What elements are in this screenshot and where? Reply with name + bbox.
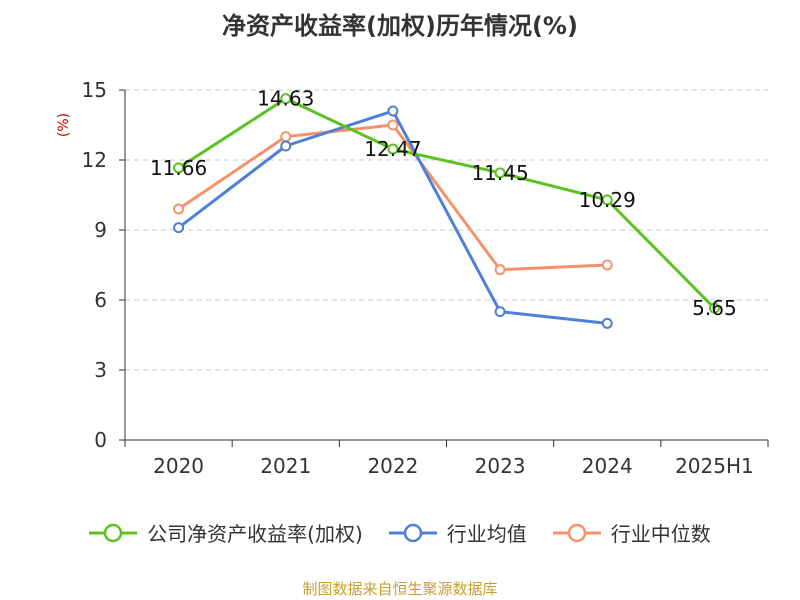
chart-title: 净资产收益率(加权)历年情况(%) [222,12,578,40]
data-label: 5.65 [692,296,737,320]
data-point [173,203,185,215]
x-tick-label: 2023 [475,454,526,478]
y-tick-label: 12 [82,148,107,172]
legend: 公司净资产收益率(加权) 行业均值 行业中位数 [0,518,800,547]
data-label: 11.45 [471,161,528,185]
data-point [494,306,506,318]
legend-item-industry-mean[interactable]: 行业均值 [388,518,527,547]
data-point [601,194,613,206]
x-tick-label: 2025H1 [675,454,754,478]
data-point [387,105,399,117]
data-point [280,140,292,152]
x-tick-label: 2022 [367,454,418,478]
y-axis-label: (%) [56,113,72,137]
legend-label-company: 公司净资产收益率(加权) [147,522,363,546]
x-tick-label: 2024 [582,454,633,478]
data-point [173,162,185,174]
data-label: 14.63 [257,87,314,111]
series-line [177,97,716,310]
data-point [280,131,292,143]
data-label: 12.47 [364,137,421,161]
data-point [387,143,399,155]
legend-label-industry-mean: 行业均值 [446,522,527,546]
x-tick-label: 2020 [153,454,204,478]
y-tick-label: 3 [94,358,107,382]
data-label: 10.29 [579,188,636,212]
data-point [387,119,399,131]
legend-item-industry-median[interactable]: 行业中位数 [552,518,711,547]
legend-line-marker-icon [552,523,601,542]
y-tick-label: 9 [94,218,107,242]
data-label: 11.66 [150,156,207,180]
data-point [494,167,506,179]
legend-item-company[interactable]: 公司净资产收益率(加权) [89,518,363,547]
x-tick-label: 2021 [260,454,311,478]
legend-label-industry-median: 行业中位数 [610,522,711,546]
data-point [601,317,613,329]
y-tick-label: 0 [94,428,107,452]
data-point [601,259,613,271]
data-point [173,222,185,234]
y-tick-label: 15 [82,78,107,102]
data-point [708,302,720,314]
data-source-note: 制图数据来自恒生聚源数据库 [302,580,498,598]
data-point [280,93,292,105]
y-tick-label: 6 [94,288,107,312]
data-point [494,264,506,276]
legend-line-marker-icon [89,523,138,542]
legend-line-marker-icon [388,523,437,542]
